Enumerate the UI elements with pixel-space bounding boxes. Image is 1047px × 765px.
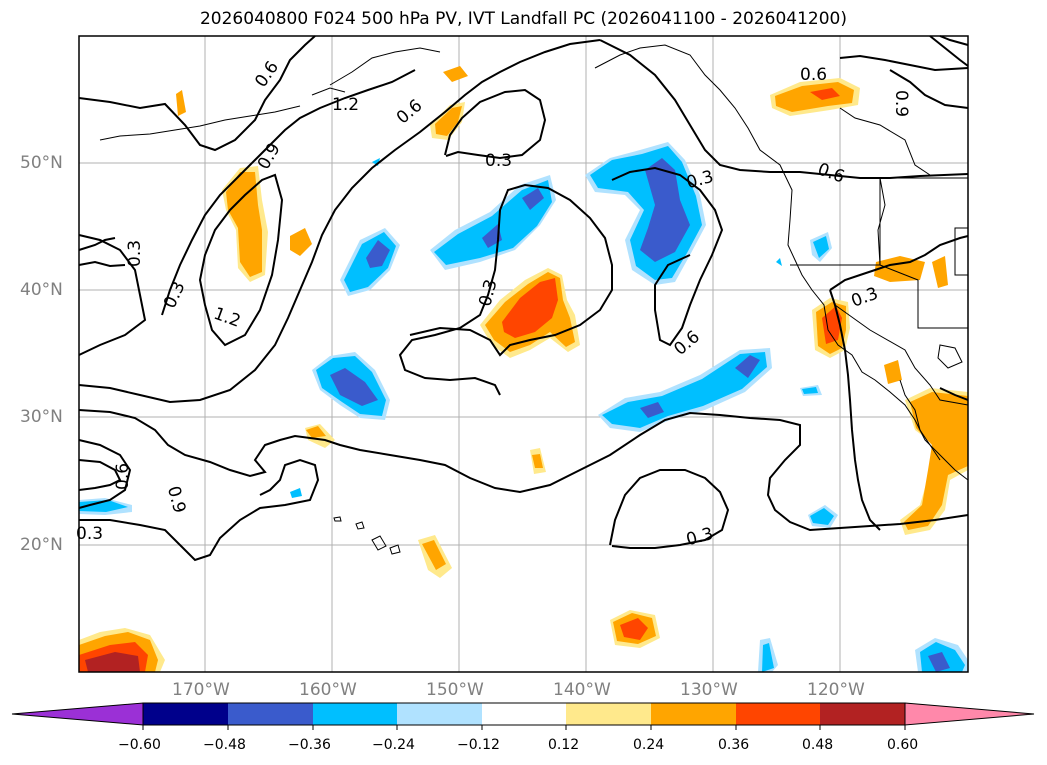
colorbar-segment xyxy=(313,703,397,725)
contour-labels: 0.6 1.2 0.6 0.9 0.3 0.3 0.3 1.2 0.3 0.9 … xyxy=(76,58,911,551)
contour-label: 0.3 xyxy=(684,524,715,550)
lon-label: 170°W xyxy=(172,680,230,700)
colorbar-tick-label: −0.36 xyxy=(288,737,331,753)
colorbar-segment xyxy=(736,703,820,725)
contour-label: 0.6 xyxy=(800,65,827,85)
contour-nw-03 xyxy=(444,88,547,160)
colorbar-segment xyxy=(482,703,566,725)
map-frame xyxy=(78,35,969,673)
contour-label: 0.6 xyxy=(251,58,283,92)
contour-label: 0.3 xyxy=(76,524,103,544)
colorbar-segment xyxy=(397,703,482,725)
ivt-positive-regions xyxy=(79,66,968,672)
colorbar-tick-label: −0.48 xyxy=(203,737,246,753)
contour-label: 0.3 xyxy=(125,240,145,267)
coastlines xyxy=(99,44,969,555)
lon-label: 150°W xyxy=(426,680,484,700)
contour-label: 0.6 xyxy=(113,463,133,490)
plot-title: 2026040800 F024 500 hPa PV, IVT Landfall… xyxy=(199,9,847,29)
colorbar-segment xyxy=(566,703,651,725)
colorbar-segment xyxy=(143,703,228,725)
lon-label: 140°W xyxy=(553,680,611,700)
lat-label: 30°N xyxy=(20,407,63,427)
contour-12-loop xyxy=(198,173,284,347)
colorbar-tick-label: 0.12 xyxy=(548,737,580,753)
contour-label: 0.6 xyxy=(815,159,847,187)
contour-label: 0.9 xyxy=(891,90,911,117)
colorbar xyxy=(11,702,1035,730)
contour-label: 0.9 xyxy=(163,484,189,515)
colorbar-tick-label: 0.48 xyxy=(802,737,834,753)
contour-label: 0.3 xyxy=(485,151,512,171)
contour-label: 0.6 xyxy=(670,327,704,360)
ivt-negative-regions xyxy=(79,142,968,672)
colorbar-tick-label: 0.36 xyxy=(718,737,750,753)
colorbar-tick-label: −0.24 xyxy=(372,737,415,753)
contour-label: 0.6 xyxy=(393,96,427,129)
lat-label: 50°N xyxy=(20,153,63,173)
colorbar-tick-label: 0.60 xyxy=(887,737,919,753)
colorbar-segment xyxy=(820,703,905,725)
contour-west-03 xyxy=(78,35,316,152)
lon-label: 120°W xyxy=(807,680,865,700)
colorbar-segment xyxy=(228,703,313,725)
contour-label: 1.2 xyxy=(332,95,359,115)
lat-label: 40°N xyxy=(20,280,63,300)
colorbar-extend-min xyxy=(11,702,144,726)
contour-label: 1.2 xyxy=(211,304,243,332)
contour-label: 0.3 xyxy=(849,284,881,312)
pv-contours xyxy=(78,35,969,562)
lon-label: 160°W xyxy=(299,680,357,700)
contour-label: 0.9 xyxy=(254,140,285,173)
lon-label: 130°W xyxy=(680,680,738,700)
colorbar-tick-label: −0.12 xyxy=(457,737,500,753)
colorbar-segment xyxy=(651,703,736,725)
colorbar-extend-max xyxy=(904,702,1035,726)
colorbar-tick-label: −0.60 xyxy=(118,737,161,753)
contour-east-06 xyxy=(611,166,724,347)
contour-central-03 xyxy=(398,183,613,396)
lat-label: 20°N xyxy=(20,535,63,555)
colorbar-tick-label: 0.24 xyxy=(633,737,665,753)
